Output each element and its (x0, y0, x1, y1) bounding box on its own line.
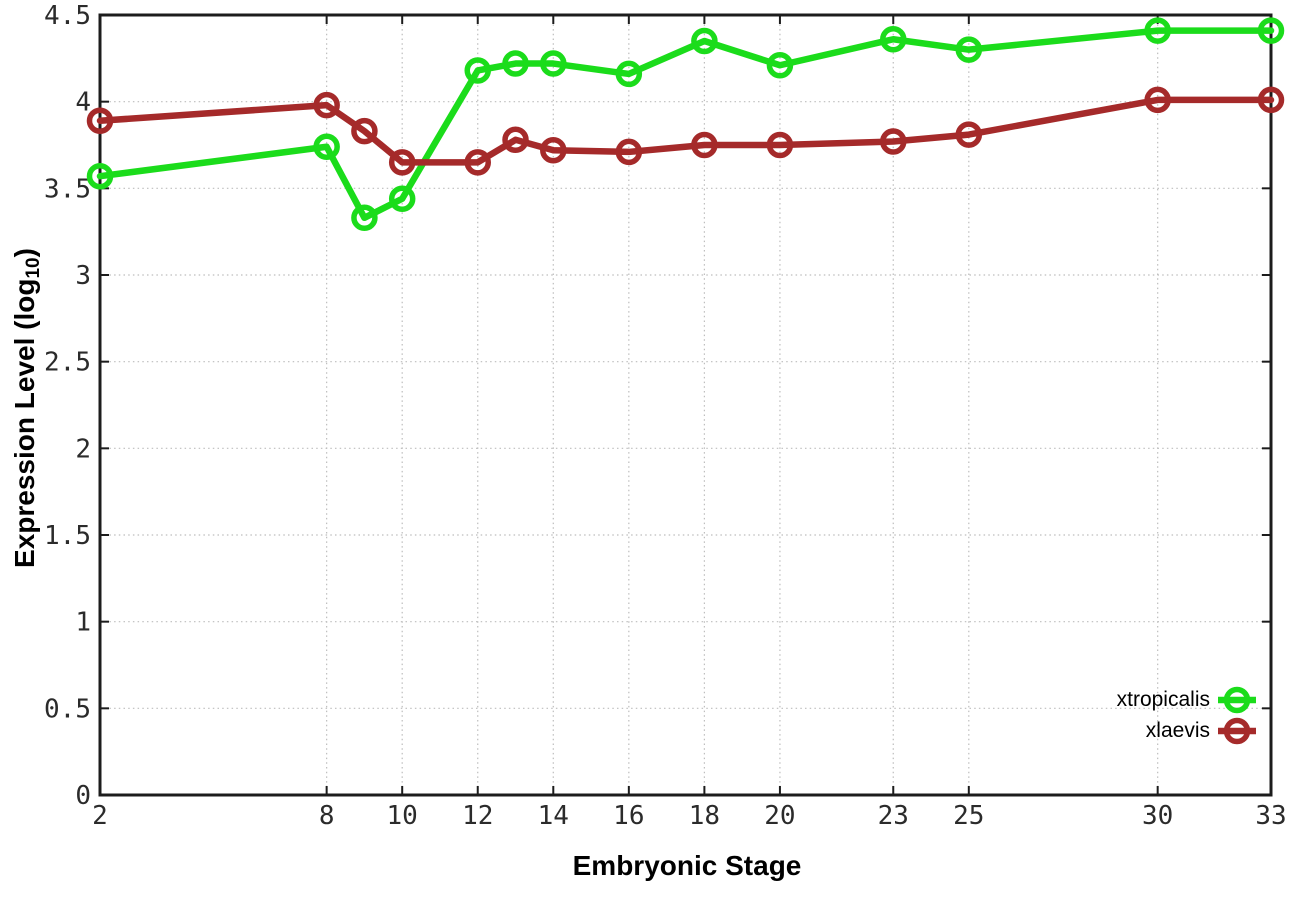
x-tick-label-16: 16 (613, 801, 644, 831)
x-tick-label-20: 20 (764, 801, 795, 831)
x-tick-label-33: 33 (1255, 801, 1286, 831)
series-xtropicalis-marker-stage-13 (502, 50, 529, 77)
series-xlaevis-marker-stage-23 (880, 128, 907, 155)
x-tick-label-8: 8 (319, 801, 335, 831)
x-tick-label-12: 12 (462, 801, 493, 831)
series-xlaevis-marker-stage-8 (313, 91, 340, 119)
y-axis-title: Expression Level (log10) (9, 248, 45, 568)
series-xtropicalis-marker-stage-12 (464, 57, 491, 84)
x-tick-label-14: 14 (538, 801, 569, 831)
y-tick-label-2.5: 2.5 (44, 348, 91, 378)
series-xlaevis-marker-stage-25 (955, 121, 983, 148)
x-tick-label-10: 10 (387, 801, 418, 831)
series-xlaevis-marker-stage-20 (766, 131, 794, 159)
y-tick-label-2: 2 (75, 434, 91, 464)
series-xtropicalis-marker-stage-8 (313, 133, 340, 160)
legend-sample-marker-xtropicalis (1223, 686, 1251, 714)
y-tick-label-4: 4 (75, 88, 91, 118)
series-xlaevis-marker-stage-2 (86, 107, 114, 134)
legend-sample-marker-xlaevis (1223, 717, 1251, 745)
y-axis-title-close: ) (9, 248, 41, 258)
y-tick-label-0: 0 (75, 781, 91, 811)
legend-label-xlaevis: xlaevis (1145, 719, 1210, 742)
series-xlaevis-marker-stage-10 (388, 149, 416, 176)
series-xtropicalis-marker-stage-10 (388, 185, 416, 212)
series-xlaevis-marker-stage-14 (540, 136, 567, 164)
series-xtropicalis-marker-stage-18 (691, 27, 718, 55)
series-xtropicalis-line (96, 27, 1275, 222)
legend-label-xtropicalis: xtropicalis (1116, 688, 1210, 711)
series-xtropicalis-marker-stage-20 (766, 52, 794, 79)
y-tick-label-1: 1 (75, 608, 91, 638)
series-xlaevis-marker-stage-16 (615, 138, 643, 166)
plot-border (98, 13, 1273, 797)
series-xtropicalis-marker-stage-23 (880, 26, 907, 53)
series-xtropicalis-marker-stage-9 (351, 204, 378, 232)
x-tick-label-25: 25 (953, 801, 984, 831)
series-xtropicalis-marker-stage-16 (615, 60, 643, 88)
series-xtropicalis-marker-stage-25 (955, 36, 983, 63)
series-xlaevis-marker-stage-18 (691, 131, 718, 159)
x-tick-label-2: 2 (92, 801, 108, 831)
x-tick-label-23: 23 (878, 801, 909, 831)
x-tick-label-18: 18 (689, 801, 720, 831)
series-xlaevis-marker-stage-9 (351, 117, 378, 145)
y-tick-label-3: 3 (75, 261, 91, 291)
series-xtropicalis-marker-stage-14 (540, 50, 567, 77)
series-xtropicalis-marker-stage-33 (1257, 17, 1285, 44)
y-tick-label-0.5: 0.5 (44, 694, 91, 724)
y-tick-label-3.5: 3.5 (44, 174, 91, 204)
series-xtropicalis-marker-stage-30 (1144, 17, 1171, 44)
series-xlaevis-marker-stage-13 (502, 126, 529, 154)
series-xtropicalis-marker-stage-2 (86, 162, 114, 190)
series-xlaevis-marker-stage-30 (1144, 86, 1171, 114)
series-xlaevis-marker-stage-12 (464, 149, 491, 176)
y-tick-label-4.5: 4.5 (44, 1, 91, 31)
y-axis-title-text: Expression Level (log (9, 278, 41, 568)
x-tick-label-30: 30 (1142, 801, 1173, 831)
y-tick-label-1.5: 1.5 (44, 521, 91, 551)
y-axis-title-subscript: 10 (22, 257, 44, 279)
x-axis-title: Embryonic Stage (572, 850, 802, 881)
series-xlaevis-marker-stage-33 (1257, 86, 1285, 114)
